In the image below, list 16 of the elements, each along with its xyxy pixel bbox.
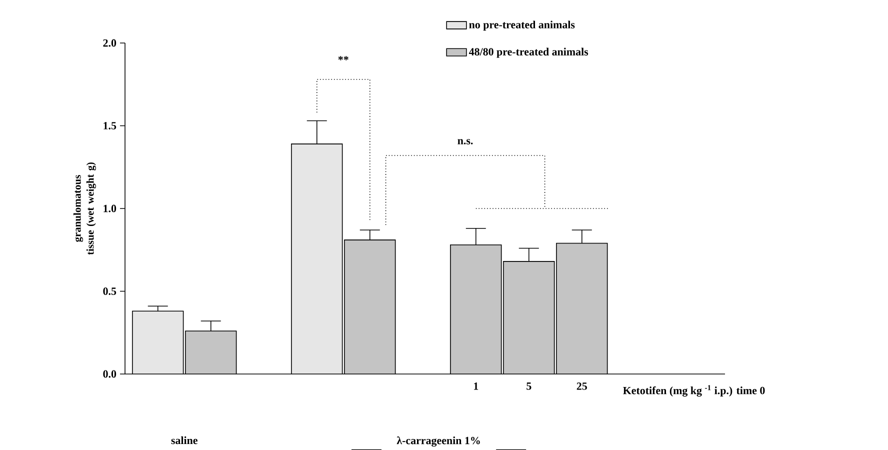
text: saline: [171, 436, 198, 444]
text: Ketotifen (mg kg $^{-1}$ i.p.) time 0: [623, 385, 765, 396]
y-tick-label: 0.0: [103, 370, 116, 378]
y-tick-label: 1.5: [104, 122, 116, 130]
annotation: n.s.: [458, 139, 473, 144]
y-tick-label: 1.0: [104, 204, 116, 212]
y-tick-label: 0.5: [103, 287, 116, 295]
annotation: **: [338, 56, 348, 60]
legend-label: 48/80 pre-treated animals: [468, 48, 588, 58]
x-tick-label: 25: [576, 382, 587, 390]
y-axis-title: granulomatous tissue (wet weight g): [73, 162, 96, 255]
text: λ-carrageenin 1%: [396, 436, 480, 446]
x-tick-label: 5: [526, 382, 532, 390]
x-tick-label: 1: [474, 382, 478, 390]
y-tick-label: 2.0: [103, 39, 116, 47]
legend-label: no pre-treated animals: [469, 20, 575, 31]
